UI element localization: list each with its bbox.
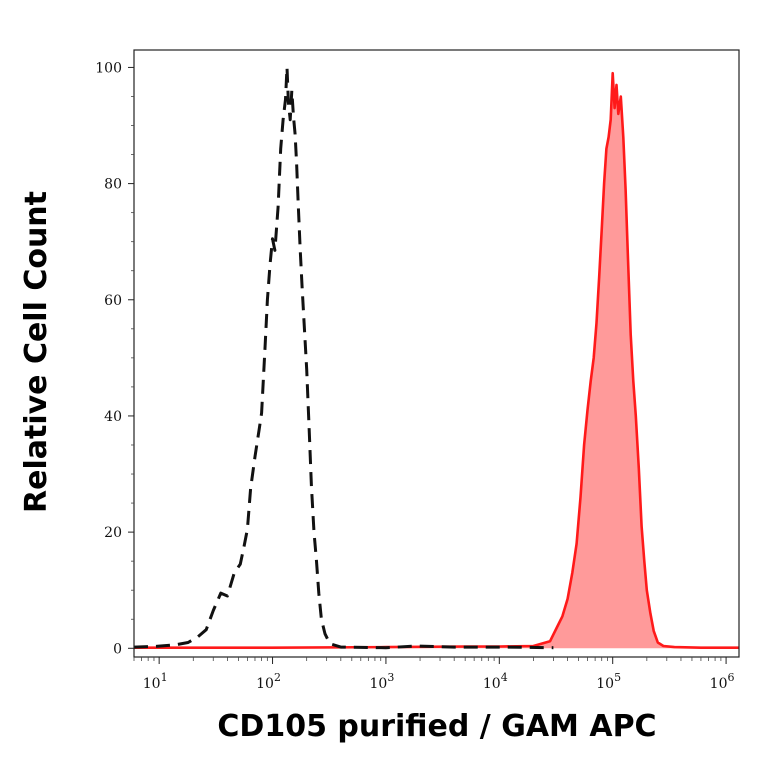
y-tick-label: 0 bbox=[113, 641, 122, 657]
x-tick-label: 106 bbox=[710, 671, 735, 692]
y-tick-label: 20 bbox=[104, 525, 122, 541]
y-tick-label: 60 bbox=[104, 293, 122, 309]
x-tick-label: 101 bbox=[143, 671, 168, 692]
y-tick-label: 100 bbox=[95, 60, 122, 76]
x-tick-label: 105 bbox=[596, 671, 621, 692]
plot-area bbox=[133, 65, 739, 650]
plot-frame bbox=[133, 49, 740, 658]
y-tick-label: 80 bbox=[104, 177, 122, 193]
x-tick-label: 104 bbox=[483, 671, 508, 692]
series-line-1 bbox=[133, 65, 554, 650]
series-area-0 bbox=[134, 73, 739, 649]
y-axis-title: Relative Cell Count bbox=[19, 191, 54, 513]
x-tick-label: 102 bbox=[256, 671, 281, 692]
series-line-0 bbox=[134, 71, 739, 649]
x-axis-title: CD105 purified / GAM APC bbox=[217, 709, 656, 744]
y-tick-label: 40 bbox=[104, 409, 122, 425]
x-tick-label: 103 bbox=[370, 671, 395, 692]
